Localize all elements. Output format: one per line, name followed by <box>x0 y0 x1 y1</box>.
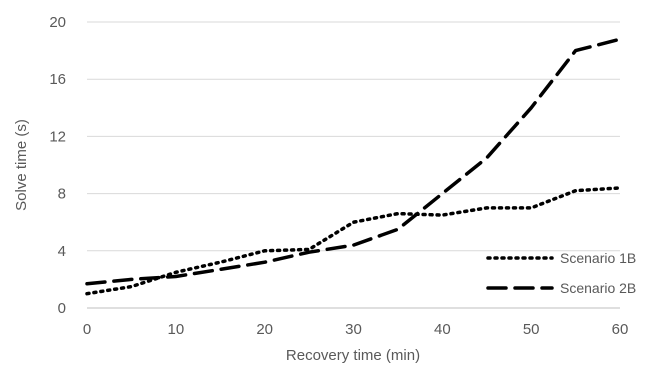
y-tick-label: 8 <box>58 186 66 203</box>
x-tick-label: 60 <box>612 321 629 338</box>
x-tick-label: 10 <box>167 321 184 338</box>
legend-label: Scenario 2B <box>560 280 636 296</box>
x-tick-label: 50 <box>523 321 540 338</box>
grid-lines <box>87 21 620 309</box>
legend: Scenario 1B Scenario 2B <box>486 250 636 296</box>
series-line-scenario-1b <box>85 186 622 296</box>
legend-label: Scenario 1B <box>560 250 636 266</box>
x-tick-label: 40 <box>434 321 451 338</box>
x-axis-title: Recovery time (min) <box>286 347 420 364</box>
y-tick-label: 4 <box>58 243 66 260</box>
y-axis-title: Solve time (s) <box>13 119 30 211</box>
series-line-scenario-2b <box>85 37 622 286</box>
y-tick-label: 0 <box>58 300 66 317</box>
x-tick-label: 0 <box>83 321 91 338</box>
y-tick-label: 12 <box>49 128 66 145</box>
y-tick-label: 16 <box>49 71 66 88</box>
y-axis-ticks: 0 4 8 12 16 20 <box>49 14 66 317</box>
y-tick-label: 20 <box>49 14 66 31</box>
x-tick-label: 20 <box>256 321 273 338</box>
x-axis-ticks: 0 10 20 30 40 50 60 <box>83 321 629 338</box>
series-lines <box>85 37 622 296</box>
x-tick-label: 30 <box>345 321 362 338</box>
